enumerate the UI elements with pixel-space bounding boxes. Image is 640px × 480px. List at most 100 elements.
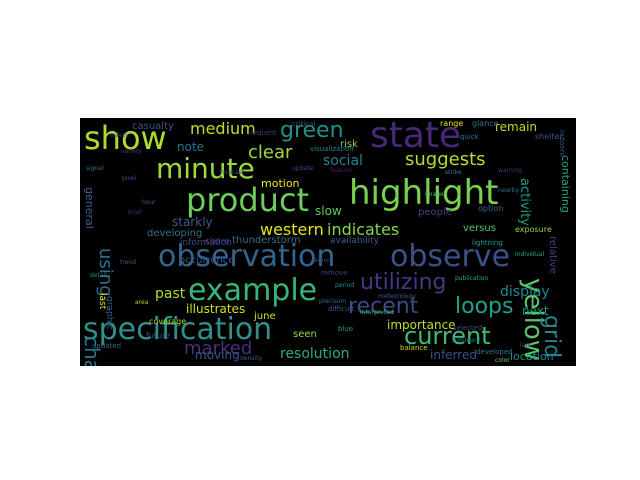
word-range: range <box>440 119 464 128</box>
word-feature: feature <box>330 167 352 174</box>
word-indicates: indicates <box>327 220 400 239</box>
word-marked: marked <box>184 338 253 359</box>
word-color: color <box>495 357 510 364</box>
word-individual: individual <box>515 251 545 258</box>
word-future: future <box>146 331 171 340</box>
word-updated: updated <box>92 342 122 350</box>
word-indoors: indoors <box>558 130 566 156</box>
word-slow: slow <box>315 204 342 218</box>
word-brief: brief <box>128 209 142 216</box>
word-clear: clear <box>248 142 293 163</box>
word-exposure: exposure <box>515 225 552 234</box>
word-observation: observation <box>158 239 336 274</box>
word-suggests: suggests <box>405 149 486 170</box>
word-area: area <box>135 299 149 306</box>
word-relative: relative <box>547 236 558 274</box>
word-cloud: observation specification example observe hi… <box>80 118 576 366</box>
word-glance: glance <box>472 119 499 128</box>
word-last: last <box>97 293 107 310</box>
word-seen: seen <box>293 329 317 340</box>
word-information: information <box>180 238 232 248</box>
word-coverage: coverage <box>149 317 187 326</box>
word-quick: quick <box>460 133 479 141</box>
word-image: image <box>425 191 444 198</box>
word-share: share <box>205 237 230 247</box>
word-density: density <box>240 355 262 362</box>
word-importance: importance <box>387 318 456 332</box>
word-warning: warning <box>498 167 523 174</box>
word-lightning: lightning <box>472 239 503 247</box>
word-green: green <box>280 118 344 143</box>
word-observe: observe <box>390 239 511 274</box>
word-developed: developed <box>476 348 513 356</box>
word-versus: versus <box>463 223 496 234</box>
word-location: location <box>510 350 554 363</box>
word-activity: activity <box>517 178 532 226</box>
word-display: display <box>500 284 550 300</box>
word-june: june <box>254 311 276 322</box>
word-recent: recent <box>348 294 419 319</box>
word-minute: minute <box>156 152 255 185</box>
word-update: update <box>292 165 314 172</box>
word-safety: safety <box>110 132 129 139</box>
word-resolution: resolution <box>280 346 350 362</box>
word-request: request <box>250 129 277 137</box>
word-variety: variety <box>121 148 142 155</box>
word-people: people <box>418 207 452 218</box>
word-strike: strike <box>445 169 462 176</box>
word-occurrence: occurrence <box>179 255 235 266</box>
word-hour: hour <box>142 199 156 206</box>
word-period: period <box>335 282 355 289</box>
word-interpreted: interpreted <box>360 309 394 316</box>
word-shelter: shelter <box>535 132 563 141</box>
word-region: region <box>312 257 331 264</box>
word-illustrates: illustrates <box>186 302 246 316</box>
word-remain: remain <box>495 120 538 134</box>
word-containing: containing <box>559 155 572 213</box>
word-pixel: pixel <box>122 175 137 182</box>
word-risk: risk <box>340 139 358 150</box>
word-summary: summary <box>452 337 481 344</box>
word-blue: blue <box>338 325 354 333</box>
word-visualization: visualization <box>310 145 354 153</box>
word-current: current <box>404 322 491 350</box>
word-medium: medium <box>190 119 256 138</box>
word-changed: changed <box>80 336 104 366</box>
word-balance: balance <box>400 344 428 352</box>
word-note: note <box>177 140 205 154</box>
word-product: product <box>186 181 310 219</box>
word-utilizing: utilizing <box>360 270 447 295</box>
word-developing: developing <box>147 228 203 239</box>
word-example: example <box>188 273 318 308</box>
word-social: social <box>323 153 363 169</box>
word-moving: moving <box>195 348 240 362</box>
word-precision: precision <box>319 298 347 305</box>
word-option: option <box>478 204 504 213</box>
word-meteorology: meteorology <box>378 293 416 300</box>
word-remove: remove <box>321 269 348 277</box>
word-thunderstorm: thunderstorm <box>232 235 301 246</box>
word-next: next <box>522 304 549 318</box>
word-critical: critical <box>292 120 316 128</box>
word-difficult: difficult <box>328 305 355 313</box>
word-show: show <box>84 119 167 157</box>
word-nearby: nearby <box>498 187 519 194</box>
word-starkly: starkly <box>172 215 213 229</box>
word-casualty: casualty <box>132 121 174 132</box>
word-forecast: forecast <box>220 169 245 176</box>
word-specification: specification <box>83 312 273 347</box>
word-publication: publication <box>455 275 489 282</box>
word-western: western <box>260 220 324 239</box>
word-motion: motion <box>261 177 300 190</box>
word-signal: signal <box>86 165 104 172</box>
word-trend: trend <box>120 259 136 266</box>
word-highlight: highlight <box>349 173 499 213</box>
word-inferred: inferred <box>430 348 477 362</box>
word-state: state <box>370 118 462 156</box>
word-loops: loops <box>455 294 514 319</box>
word-labs: labs <box>520 342 533 349</box>
word-detail: detail <box>90 272 107 279</box>
word-availability: availability <box>330 236 379 246</box>
word-general: general <box>83 187 96 229</box>
word-selected: selected <box>453 324 483 332</box>
